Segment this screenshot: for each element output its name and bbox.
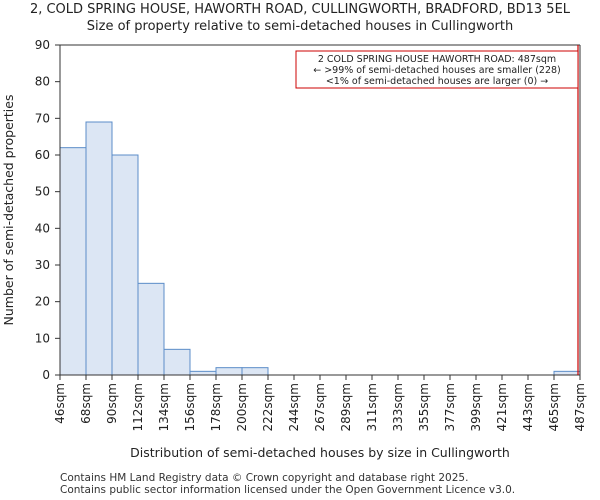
annotation-line: 2 COLD SPRING HOUSE HAWORTH ROAD: 487sqm (318, 54, 556, 65)
y-tick-label: 80 (35, 75, 50, 89)
footer-copyright: Contains HM Land Registry data © Crown c… (60, 472, 469, 484)
x-tick-label: 178sqm (209, 383, 223, 431)
x-tick-label: 200sqm (235, 383, 249, 431)
x-tick-label: 267sqm (313, 383, 327, 431)
y-tick-label: 50 (35, 185, 50, 199)
y-tick-label: 0 (42, 368, 50, 382)
x-tick-label: 289sqm (339, 383, 353, 431)
x-tick-label: 134sqm (157, 383, 171, 431)
y-tick-label: 70 (35, 111, 50, 125)
x-tick-label: 487sqm (573, 383, 587, 431)
x-tick-label: 333sqm (391, 383, 405, 431)
x-tick-label: 399sqm (469, 383, 483, 431)
x-tick-label: 421sqm (495, 383, 509, 431)
annotation-box (295, 50, 579, 89)
chart-subtitle: Size of property relative to semi-detach… (86, 19, 514, 34)
y-tick-label: 40 (35, 221, 50, 235)
histogram-bar (553, 370, 581, 376)
annotation-line: ← >99% of semi-detached houses are small… (313, 65, 561, 76)
x-tick-label: 377sqm (443, 383, 457, 431)
histogram-bar (189, 370, 217, 376)
y-tick-label: 90 (35, 38, 50, 52)
x-tick-label: 156sqm (183, 383, 197, 431)
x-tick-label: 90sqm (105, 383, 119, 424)
x-axis-label: Distribution of semi-detached houses by … (130, 445, 510, 460)
annotation-line: <1% of semi-detached houses are larger (… (326, 76, 548, 87)
x-tick-label: 355sqm (417, 383, 431, 431)
histogram-bar (215, 367, 243, 376)
x-tick-label: 465sqm (547, 383, 561, 431)
x-tick-label: 68sqm (79, 383, 93, 424)
histogram-bar (85, 121, 113, 376)
y-axis-label: Number of semi-detached properties (1, 95, 16, 326)
x-tick-label: 46sqm (53, 383, 67, 424)
histogram-bar (59, 147, 87, 376)
y-tick-label: 10 (35, 331, 50, 345)
footer-licence: Contains public sector information licen… (60, 484, 516, 496)
x-tick-label: 112sqm (131, 383, 145, 431)
chart-title: 2, COLD SPRING HOUSE, HAWORTH ROAD, CULL… (29, 2, 571, 17)
histogram-bar (137, 282, 165, 376)
histogram-bar (163, 348, 191, 376)
y-tick-label: 60 (35, 148, 50, 162)
histogram-bar (241, 367, 269, 376)
y-tick-label: 20 (35, 295, 50, 309)
y-tick-label: 30 (35, 258, 50, 272)
x-tick-label: 311sqm (365, 383, 379, 431)
x-tick-label: 244sqm (287, 383, 301, 431)
x-tick-label: 222sqm (261, 383, 275, 431)
x-tick-label: 443sqm (521, 383, 535, 431)
histogram-bar (111, 154, 139, 376)
